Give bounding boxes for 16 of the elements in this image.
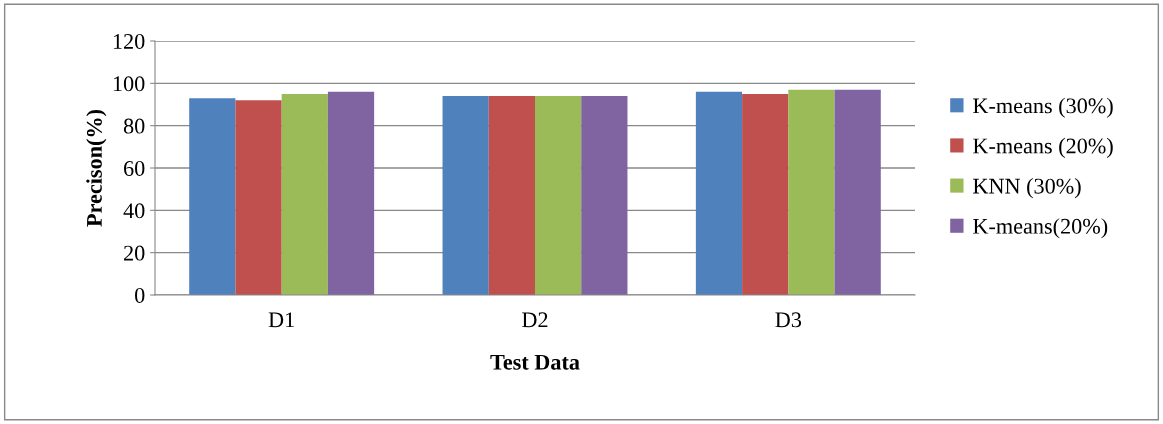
y-tick-label: 60 xyxy=(124,160,145,176)
y-tick-label: 40 xyxy=(123,203,145,219)
x-tick-label: D2 xyxy=(522,312,548,328)
y-tick-label: 20 xyxy=(124,245,145,261)
legend-label: K-means (20%) xyxy=(973,137,1113,158)
legend-label: K-means(20%) xyxy=(973,218,1108,239)
y-axis-title: Precison(%) xyxy=(86,109,107,227)
x-tick-label: D3 xyxy=(775,312,802,328)
y-tick-label: 80 xyxy=(123,118,145,134)
x-axis-title: Test Data xyxy=(490,354,580,370)
y-tick-label: 0 xyxy=(135,287,145,303)
legend-label: K-means (30%) xyxy=(973,97,1113,118)
y-tick-label: 100 xyxy=(113,76,145,92)
x-tick-label: D1 xyxy=(268,312,294,328)
y-tick-label: 120 xyxy=(113,33,145,49)
legend-label: KNN (30%) xyxy=(973,178,1081,199)
